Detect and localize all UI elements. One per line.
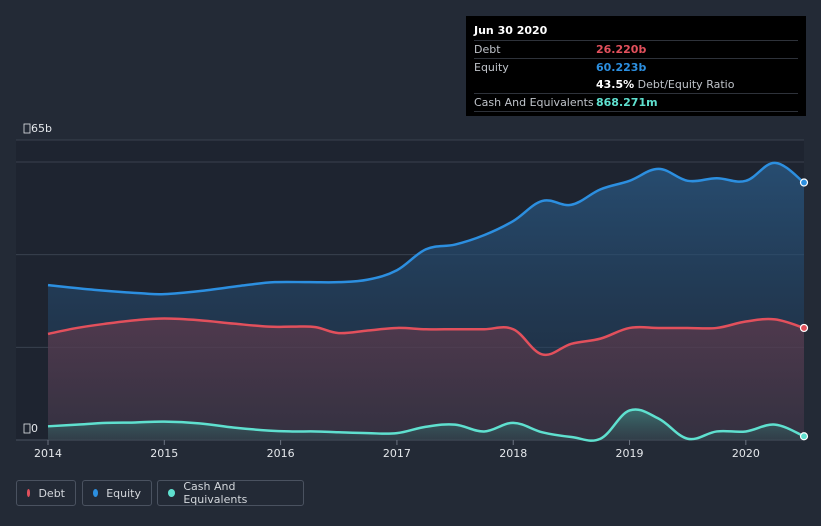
currency-glyph-icon xyxy=(23,123,31,134)
tooltip-cash-label: Cash And Equivalents xyxy=(474,96,594,109)
cash-end-marker[interactable] xyxy=(799,432,809,441)
tooltip-cash-row: Cash And Equivalents 868.271m xyxy=(474,93,798,112)
tooltip-debt-label: Debt xyxy=(474,43,501,56)
legend-debt-label: Debt xyxy=(38,486,65,500)
tooltip-ratio-row: 43.5% Debt/Equity Ratio xyxy=(474,76,798,93)
tooltip-equity-row: Equity 60.223b xyxy=(474,58,798,76)
debt-area xyxy=(48,318,804,440)
y-axis-ticks: 65b 0 xyxy=(23,122,52,435)
tooltip-debt-row: Debt 26.220b xyxy=(474,40,798,58)
x-tick-label: 2015 xyxy=(150,447,178,460)
currency-glyph-icon xyxy=(23,423,31,434)
debt-end-marker[interactable] xyxy=(799,323,809,333)
x-tick-label: 2014 xyxy=(34,447,62,460)
legend-equity-label: Equity xyxy=(106,486,141,500)
series-areas xyxy=(48,162,804,441)
tooltip-equity-label: Equity xyxy=(474,61,509,74)
legend-cash-label: Cash And Equivalents xyxy=(183,480,248,506)
y-tick-label: 0 xyxy=(31,422,38,435)
legend-debt[interactable]: Debt xyxy=(16,480,76,506)
equity-dot-icon xyxy=(93,489,99,497)
legend-equity[interactable]: Equity xyxy=(82,480,152,506)
y-tick-label: 65b xyxy=(31,122,52,135)
x-tick-label: 2017 xyxy=(383,447,411,460)
tooltip-ratio-label: Debt/Equity Ratio xyxy=(637,78,735,91)
tooltip-cash-value: 868.271m xyxy=(596,96,658,109)
debt-dot-icon xyxy=(27,489,31,497)
equity-end-marker[interactable] xyxy=(799,178,809,187)
tooltip-equity-value: 60.223b xyxy=(596,61,647,74)
series-end-markers xyxy=(799,178,809,441)
tooltip-date: Jun 30 2020 xyxy=(474,24,548,37)
tooltip-debt-value: 26.220b xyxy=(596,43,647,56)
x-tick-label: 2018 xyxy=(499,447,527,460)
y-tick-1: 0 xyxy=(23,422,38,435)
series-lines xyxy=(47,161,805,442)
x-tick-label: 2016 xyxy=(267,447,295,460)
tooltip-ratio-value: 43.5% xyxy=(596,78,635,91)
cash-line xyxy=(47,408,805,442)
cash-dot-icon xyxy=(168,489,176,497)
cash-area xyxy=(48,409,804,441)
legend-cash[interactable]: Cash And Equivalents xyxy=(157,480,304,506)
x-axis-ticks: 2014 2015 2016 2017 2018 2019 2020 xyxy=(34,440,760,460)
equity-line xyxy=(47,161,805,296)
debt-line xyxy=(47,317,805,357)
x-tick-label: 2020 xyxy=(732,447,760,460)
x-tick-label: 2019 xyxy=(616,447,644,460)
tooltip-panel: Jun 30 2020 Debt 26.220b Equity 60.223b … xyxy=(466,16,806,116)
y-tick-0: 65b xyxy=(23,122,52,135)
